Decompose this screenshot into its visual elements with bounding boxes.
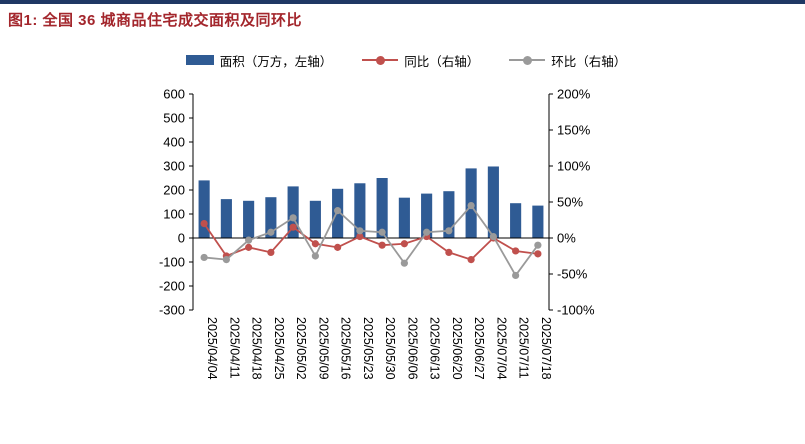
data-point — [245, 243, 253, 251]
data-point — [267, 248, 275, 256]
data-point — [489, 232, 497, 241]
left-axis: 600 500 400 300 200 100 0 -100 -200 -300 — [159, 87, 194, 318]
legend-label-area: 面积（万方，左轴） — [219, 54, 333, 69]
data-point — [534, 241, 542, 249]
data-point — [356, 232, 364, 241]
area-bar — [532, 205, 544, 238]
svg-text:2025/04/25: 2025/04/25 — [272, 317, 286, 380]
svg-text:2025/05/02: 2025/05/02 — [294, 317, 308, 380]
legend-line-swatch-mom — [509, 54, 546, 66]
legend-item-yoy[interactable]: 同比（右轴） — [362, 51, 479, 70]
data-point — [334, 243, 342, 251]
svg-text:500: 500 — [163, 111, 185, 126]
data-point — [512, 247, 520, 255]
right-axis: 200% 150% 100% 50% 0% -50% -100% — [548, 87, 595, 318]
data-point — [445, 227, 453, 235]
area-bar — [487, 166, 499, 238]
svg-text:400: 400 — [163, 135, 185, 150]
area-bar — [265, 197, 277, 238]
svg-text:2025/06/20: 2025/06/20 — [450, 317, 464, 380]
svg-text:2025/05/23: 2025/05/23 — [361, 317, 375, 380]
data-point — [289, 223, 297, 231]
area-bar — [309, 200, 321, 238]
area-bar — [421, 193, 433, 238]
data-point — [200, 220, 208, 228]
svg-text:200: 200 — [163, 183, 185, 198]
svg-text:2025/04/11: 2025/04/11 — [227, 317, 241, 379]
chart-legend: 面积（万方，左轴） 同比（右轴） 环比（右轴） — [157, 48, 655, 72]
area-bar — [443, 191, 455, 238]
svg-text:100%: 100% — [557, 159, 591, 174]
data-point — [512, 271, 520, 280]
svg-text:2025/06/27: 2025/06/27 — [472, 317, 486, 380]
area-bar — [287, 186, 299, 238]
data-point — [245, 236, 253, 244]
svg-text:2025/07/11: 2025/07/11 — [517, 317, 531, 379]
data-point — [400, 259, 408, 267]
svg-text:0%: 0% — [557, 231, 576, 246]
area-bars — [198, 166, 544, 238]
combo-chart-svg: 600 500 400 300 200 100 0 -100 -200 -300 200% 150% 1… — [159, 87, 595, 380]
legend-item-area[interactable]: 面积（万方，左轴） — [185, 51, 333, 70]
data-point — [200, 253, 208, 262]
svg-text:2025/05/09: 2025/05/09 — [316, 317, 330, 380]
combo-chart: 面积（万方，左轴） 同比（右轴） 环比（右轴） 600 500 400 300 200 1… — [135, 48, 655, 416]
data-point — [467, 256, 475, 264]
data-point — [378, 241, 386, 249]
area-bar — [510, 203, 522, 238]
data-point — [267, 228, 275, 236]
legend-label-mom: 环比（右轴） — [551, 54, 627, 69]
svg-text:300: 300 — [163, 159, 185, 174]
svg-text:-200: -200 — [159, 279, 185, 294]
legend-item-mom[interactable]: 环比（右轴） — [509, 51, 626, 70]
data-point — [311, 240, 319, 248]
svg-text:200%: 200% — [557, 87, 591, 102]
figure-title: 图1: 全国 36 城商品住宅成交面积及同环比 — [8, 12, 303, 29]
svg-text:-50%: -50% — [557, 267, 588, 282]
svg-text:2025/06/06: 2025/06/06 — [405, 317, 419, 380]
svg-text:2025/05/16: 2025/05/16 — [339, 317, 353, 380]
data-point — [467, 202, 475, 210]
data-point — [534, 250, 542, 258]
data-point — [222, 256, 230, 264]
line-series-yoy — [200, 220, 542, 264]
svg-text:2025/07/18: 2025/07/18 — [539, 317, 553, 380]
svg-text:100: 100 — [163, 207, 185, 222]
svg-text:2025/05/30: 2025/05/30 — [383, 317, 397, 380]
legend-label-yoy: 同比（右轴） — [404, 54, 480, 69]
legend-line-swatch-yoy — [362, 54, 399, 66]
svg-text:-100: -100 — [159, 255, 185, 270]
svg-text:2025/04/04: 2025/04/04 — [205, 317, 219, 380]
area-bar — [398, 197, 410, 238]
top-rule — [0, 0, 805, 4]
data-point — [423, 228, 431, 236]
svg-text:50%: 50% — [557, 195, 583, 210]
svg-text:2025/04/18: 2025/04/18 — [250, 317, 264, 380]
svg-text:-100%: -100% — [557, 303, 595, 318]
data-point — [334, 207, 342, 215]
data-point — [378, 228, 386, 236]
area-bar — [376, 178, 388, 238]
area-bar — [220, 199, 232, 238]
data-point — [289, 214, 297, 222]
svg-text:2025/06/13: 2025/06/13 — [428, 317, 442, 380]
data-point — [400, 240, 408, 248]
svg-text:2025/07/04: 2025/07/04 — [494, 317, 508, 380]
svg-text:600: 600 — [163, 87, 185, 102]
svg-text:0: 0 — [178, 231, 185, 246]
data-point — [311, 252, 319, 260]
area-bar — [243, 200, 255, 238]
svg-text:150%: 150% — [557, 123, 591, 138]
data-point — [356, 227, 364, 235]
area-bar — [198, 180, 210, 238]
svg-text:-300: -300 — [159, 303, 185, 318]
data-point — [445, 248, 453, 256]
x-axis-labels: 2025/04/04 2025/04/11 2025/04/18 2025/04/25… — [205, 317, 553, 380]
legend-bar-swatch — [185, 55, 214, 65]
area-bar — [354, 183, 366, 238]
line-series-mom — [200, 202, 542, 280]
